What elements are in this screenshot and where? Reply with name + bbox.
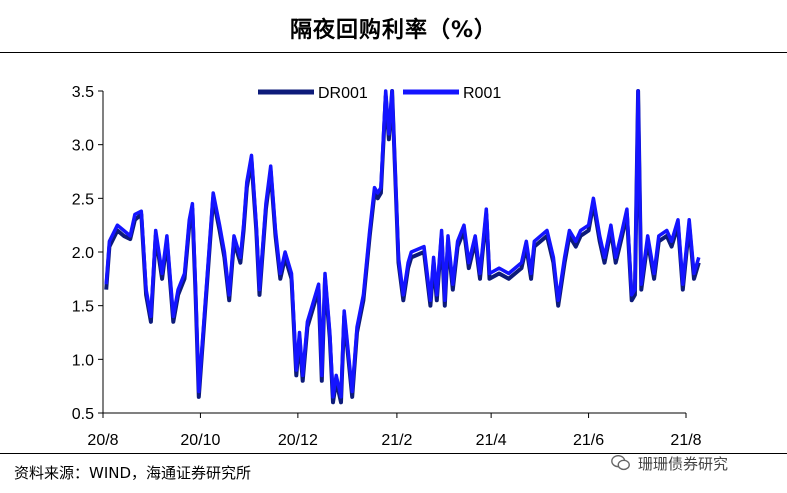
y-tick-label: 1.5 [72, 299, 94, 316]
x-tick-label: 21/4 [476, 432, 507, 449]
watermark: 珊珊债券研究 [610, 452, 728, 474]
x-tick-label: 20/12 [278, 432, 318, 449]
y-tick-label: 1.0 [72, 352, 94, 369]
legend: DR001 R001 [258, 85, 501, 102]
y-tick-label: 3.5 [72, 84, 94, 101]
x-tick-label: 21/2 [381, 432, 412, 449]
y-tick-label: 0.5 [72, 406, 94, 423]
x-tick-label: 21/6 [573, 432, 604, 449]
x-tick-label: 21/8 [670, 432, 701, 449]
watermark-text: 珊珊债券研究 [638, 454, 729, 473]
legend-label-r001: R001 [463, 85, 501, 102]
source-divider [0, 453, 787, 454]
y-tick-label: 2.5 [72, 191, 94, 208]
x-axis-ticks: 20/8 20/10 20/12 21/2 21/4 21/6 21/8 [87, 413, 702, 449]
x-tick-label: 20/8 [87, 432, 118, 449]
y-tick-label: 2.0 [72, 245, 94, 262]
y-tick-label: 3.0 [72, 138, 94, 155]
series-line-r001 [104, 89, 701, 399]
wechat-icon [611, 454, 630, 471]
source-note: 资料来源：WIND，海通证券研究所 [14, 464, 252, 482]
title-divider [0, 52, 787, 53]
series-layer [104, 89, 701, 405]
x-tick-label: 20/10 [180, 432, 220, 449]
y-axis-ticks: 0.5 1.0 1.5 2.0 2.5 3.0 3.5 [72, 84, 103, 423]
legend-label-dr001: DR001 [318, 85, 368, 102]
chart-title: 隔夜回购利率（%） [289, 18, 498, 43]
